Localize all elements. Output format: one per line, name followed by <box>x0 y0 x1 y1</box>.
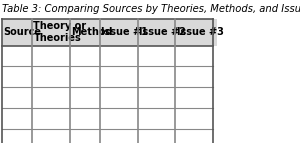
Text: Theory or
Theories: Theory or Theories <box>33 21 87 43</box>
Text: Table 3: Comparing Sources by Theories, Methods, and Issues: Table 3: Comparing Sources by Theories, … <box>2 4 300 14</box>
Text: Issue #2: Issue #2 <box>139 27 186 37</box>
Text: Issue #3: Issue #3 <box>177 27 224 37</box>
Text: Issue #1: Issue #1 <box>101 27 148 37</box>
Text: Method: Method <box>71 27 112 37</box>
FancyBboxPatch shape <box>2 19 217 46</box>
Text: Source: Source <box>3 27 41 37</box>
